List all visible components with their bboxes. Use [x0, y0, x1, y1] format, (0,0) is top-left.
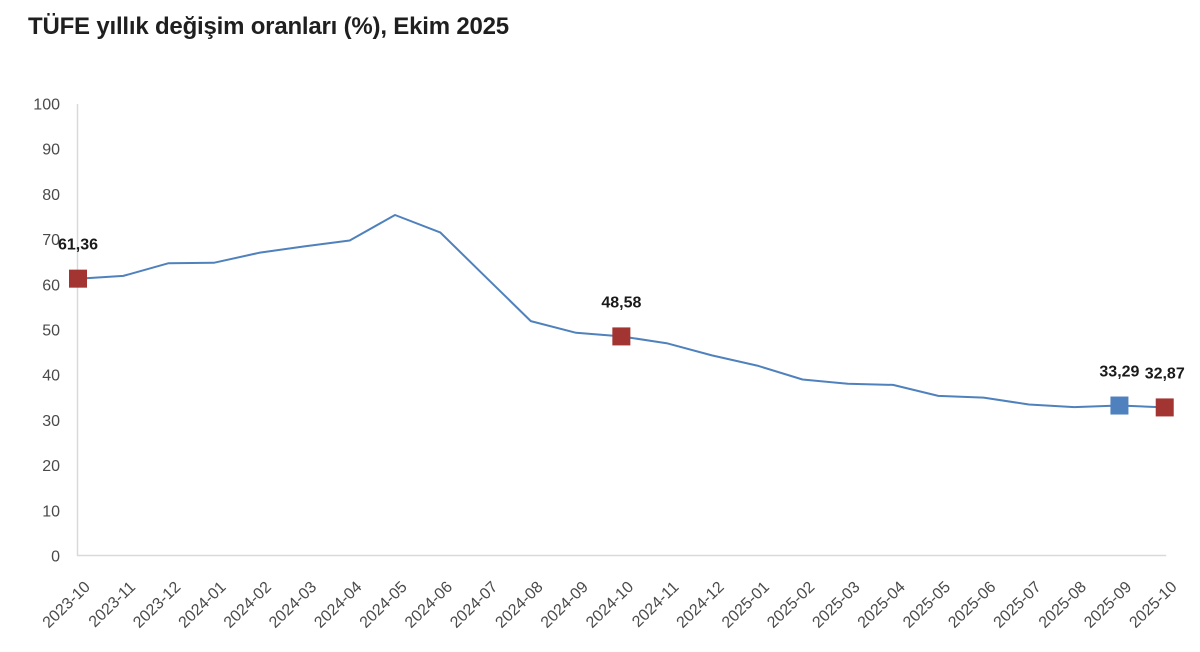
x-tick-label: 2024-09 [538, 579, 592, 632]
y-tick-label: 60 [42, 277, 60, 294]
data-point-label: 61,36 [58, 237, 98, 254]
x-tick-label: 2024-05 [357, 579, 411, 632]
y-tick-label: 100 [33, 97, 60, 114]
y-tick-label: 30 [42, 413, 60, 430]
data-point-marker [69, 269, 87, 288]
x-tick-label: 2024-03 [266, 579, 320, 632]
x-tick-label: 2025-07 [991, 579, 1045, 632]
y-tick-label: 20 [42, 458, 60, 475]
x-tick-label: 2024-04 [311, 579, 365, 632]
x-tick-label: 2024-12 [674, 579, 728, 632]
chart-title: TÜFE yıllık değişim oranları (%), Ekim 2… [28, 13, 509, 40]
x-tick-label: 2024-11 [629, 579, 682, 631]
y-tick-label: 90 [42, 142, 60, 159]
data-point-label: 33,29 [1099, 364, 1139, 381]
x-tick-label: 2024-08 [493, 579, 547, 632]
x-tick-label: 2025-01 [719, 579, 773, 632]
x-tick-label: 2023-10 [40, 579, 94, 632]
x-tick-label: 2024-02 [221, 579, 275, 632]
x-tick-label: 2023-12 [130, 579, 184, 632]
x-tick-label: 2024-01 [176, 579, 230, 632]
data-point-label: 48,58 [601, 294, 641, 311]
x-tick-label: 2024-06 [402, 579, 456, 632]
x-tick-label: 2023-11 [86, 579, 139, 631]
x-tick-label: 2025-02 [764, 579, 818, 632]
x-tick-label: 2024-10 [583, 579, 637, 632]
x-tick-label: 2025-08 [1036, 579, 1090, 632]
x-tick-label: 2025-05 [900, 579, 954, 632]
y-tick-label: 40 [42, 368, 60, 385]
y-tick-label: 80 [42, 187, 60, 204]
x-tick-label: 2025-09 [1081, 579, 1135, 632]
x-tick-label: 2025-03 [809, 579, 863, 632]
x-tick-label: 2025-06 [945, 579, 999, 632]
y-tick-label: 50 [42, 323, 60, 340]
y-tick-label: 10 [42, 503, 60, 520]
x-tick-label: 2024-07 [447, 579, 501, 632]
y-tick-label: 70 [42, 232, 60, 249]
y-tick-label: 0 [51, 549, 60, 566]
data-point-marker [1110, 396, 1129, 415]
x-tick-label: 2025-10 [1126, 579, 1180, 632]
data-point-label: 32,87 [1145, 365, 1185, 382]
data-point-marker [612, 327, 631, 346]
x-tick-label: 2025-04 [855, 579, 909, 632]
data-point-marker [1155, 398, 1174, 417]
